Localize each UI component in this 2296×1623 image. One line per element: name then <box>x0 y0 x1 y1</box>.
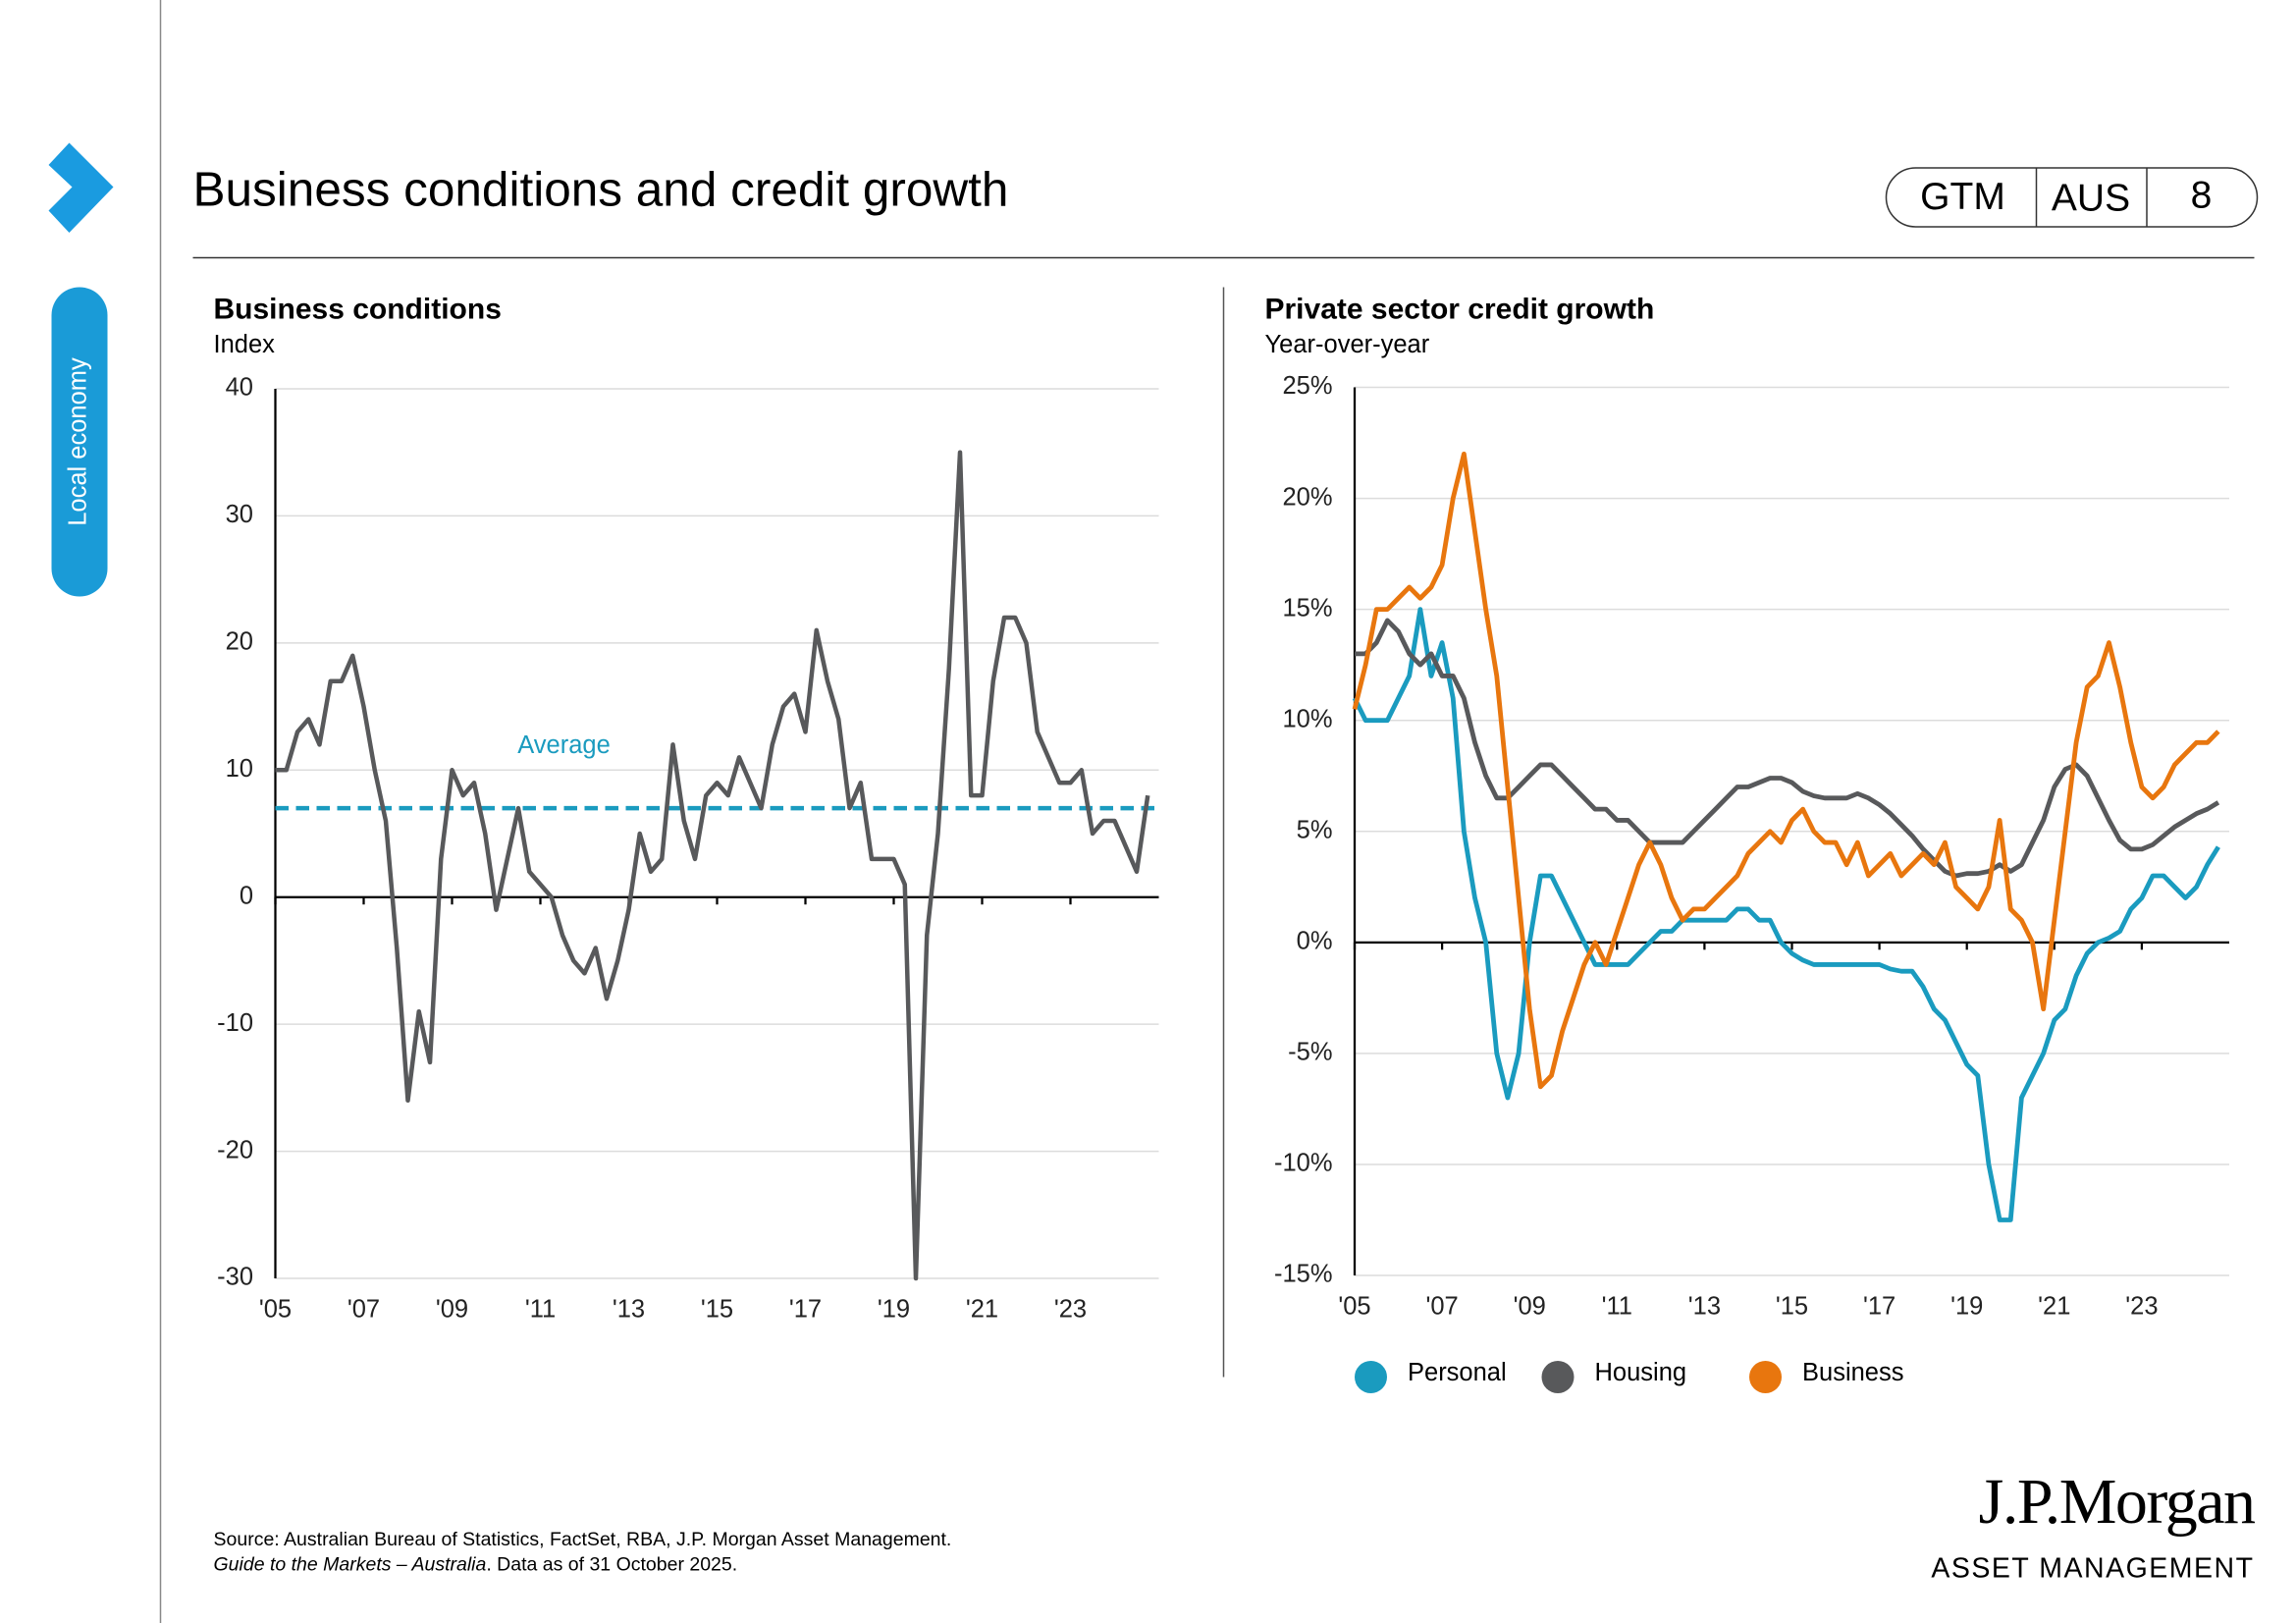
y-tick-label: 0 <box>240 882 253 909</box>
y-tick-label: -20 <box>217 1136 253 1163</box>
logo-division: ASSET MANAGEMENT <box>1931 1553 2254 1585</box>
data-line <box>1352 451 2220 1090</box>
badge-label: 8 <box>2191 174 2213 216</box>
x-tick-label: '19 <box>1950 1293 1983 1321</box>
x-tick-label: '23 <box>1054 1296 1087 1324</box>
data-line <box>275 450 1150 1281</box>
data-date: . Data as of 31 October 2025. <box>486 1554 737 1576</box>
chevron-icon <box>48 142 114 233</box>
y-tick-label: 40 <box>226 374 253 402</box>
x-tick-label: '11 <box>1602 1293 1632 1321</box>
chart-title: Business conditions <box>214 293 502 325</box>
legend-swatch <box>1541 1361 1575 1393</box>
source-note: Source: Australian Bureau of Statistics,… <box>214 1529 952 1550</box>
x-tick-label: '21 <box>2038 1293 2070 1321</box>
x-tick-label: '09 <box>1514 1293 1546 1321</box>
x-tick-label: '17 <box>789 1296 822 1324</box>
chart-subtitle: Index <box>214 331 276 358</box>
logo-name: J.P.Morgan <box>1979 1466 2255 1538</box>
chart-title: Private sector credit growth <box>1265 293 1655 325</box>
x-tick-label: '05 <box>259 1296 292 1324</box>
legend-swatch <box>1749 1361 1783 1393</box>
x-tick-label: '13 <box>1688 1293 1721 1321</box>
y-tick-label: 20% <box>1282 483 1332 511</box>
y-tick-label: 5% <box>1297 816 1333 843</box>
x-tick-label: '11 <box>525 1296 556 1324</box>
section-label: Local economy <box>65 357 92 526</box>
badge-label: AUS <box>2052 177 2130 219</box>
x-tick-label: '19 <box>878 1296 910 1324</box>
legend-label: Business <box>1802 1359 1903 1386</box>
y-tick-label: 25% <box>1282 372 1332 400</box>
data-line <box>1355 618 2220 879</box>
y-tick-label: 30 <box>226 501 253 528</box>
legend-label: Personal <box>1408 1359 1507 1386</box>
badge <box>1885 167 2259 228</box>
y-tick-label: 20 <box>226 628 253 656</box>
y-tick-label: 10 <box>226 755 253 783</box>
x-tick-label: '09 <box>436 1296 468 1324</box>
x-tick-label: '23 <box>2125 1293 2158 1321</box>
section-pill <box>51 287 108 597</box>
average-label: Average <box>517 731 611 759</box>
x-tick-label: '21 <box>966 1296 998 1324</box>
y-tick-label: 10% <box>1282 705 1332 732</box>
x-tick-label: '07 <box>1425 1293 1458 1321</box>
page-title: Business conditions and credit growth <box>193 163 1009 217</box>
y-tick-label: -10% <box>1274 1150 1333 1177</box>
y-tick-label: -15% <box>1274 1261 1333 1288</box>
chart-subtitle: Year-over-year <box>1265 331 1430 358</box>
y-tick-label: 15% <box>1282 594 1332 622</box>
y-tick-label: 0% <box>1297 928 1333 955</box>
data-line <box>1352 607 2220 1222</box>
x-tick-label: '17 <box>1863 1293 1896 1321</box>
x-tick-label: '15 <box>701 1296 733 1324</box>
guide-title: Guide to the Markets – Australia <box>214 1554 487 1576</box>
legend-swatch <box>1355 1361 1388 1393</box>
x-tick-label: '07 <box>347 1296 380 1324</box>
y-tick-label: -30 <box>217 1264 253 1291</box>
data-note: Guide to the Markets – Australia. Data a… <box>214 1554 738 1576</box>
x-tick-label: '13 <box>613 1296 645 1324</box>
badge-label: GTM <box>1920 176 2005 218</box>
y-tick-label: -10 <box>217 1009 253 1037</box>
y-tick-label: -5% <box>1288 1039 1332 1066</box>
x-tick-label: '15 <box>1776 1293 1808 1321</box>
legend-label: Housing <box>1595 1359 1687 1386</box>
x-tick-label: '05 <box>1338 1293 1370 1321</box>
